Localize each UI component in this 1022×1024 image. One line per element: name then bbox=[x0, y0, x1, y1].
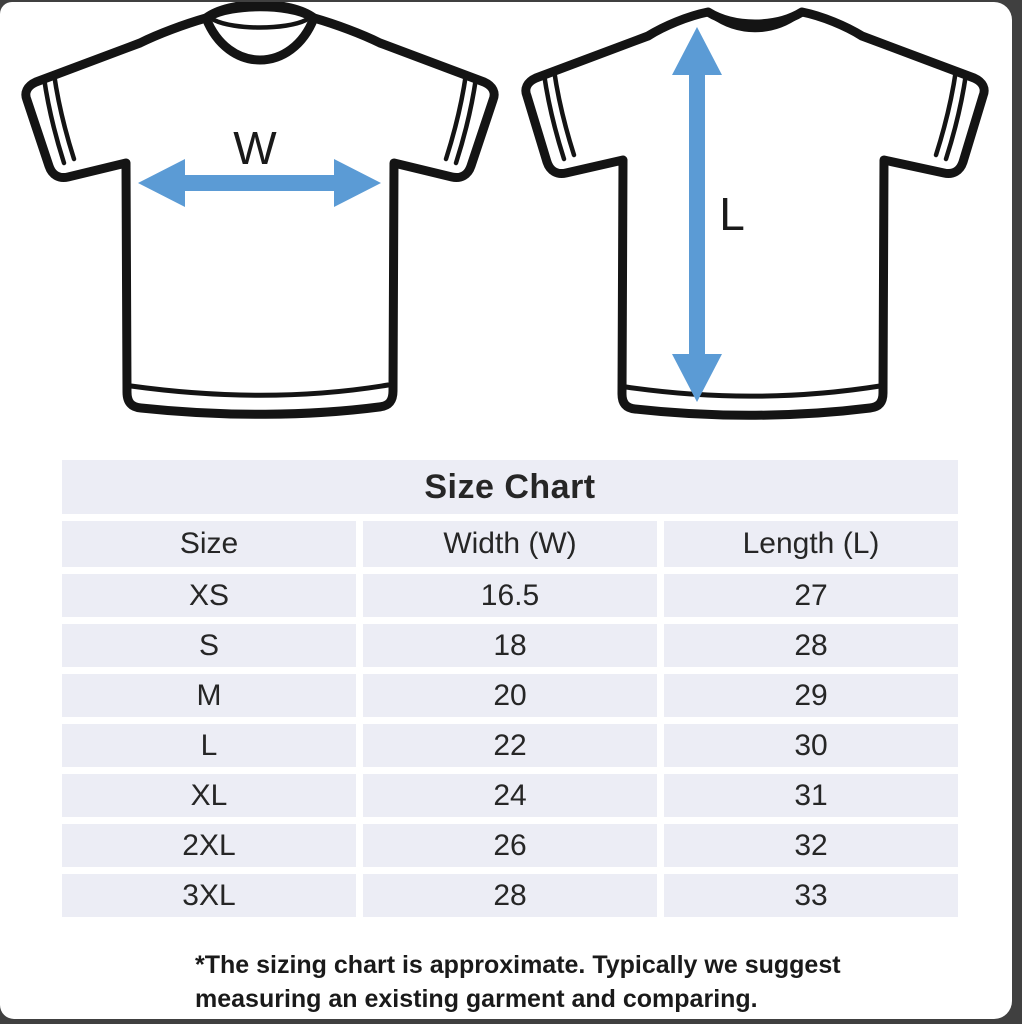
width-value: 16.5 bbox=[363, 574, 657, 617]
right-cuff-line bbox=[943, 71, 969, 162]
left-cuff-line bbox=[41, 75, 67, 166]
length-value: 32 bbox=[664, 824, 958, 867]
width-value: 28 bbox=[363, 874, 657, 917]
footnote-line-1: *The sizing chart is approximate. Typica… bbox=[195, 951, 841, 979]
length-value: 31 bbox=[664, 774, 958, 817]
sizing-footnote: *The sizing chart is approximate. Typica… bbox=[195, 948, 841, 1016]
left-cuff-line bbox=[541, 71, 567, 162]
size-value: M bbox=[62, 674, 356, 717]
size-value: S bbox=[62, 624, 356, 667]
left-cuff-line bbox=[51, 71, 77, 162]
size-value: L bbox=[62, 724, 356, 767]
back-collar-line bbox=[709, 12, 801, 33]
collar-rib-line bbox=[211, 17, 309, 30]
collar-rib-line bbox=[208, 6, 312, 21]
size-value: XS bbox=[62, 574, 356, 617]
size-chart-table: Size Chart Size Width (W) Length (L) XS … bbox=[62, 460, 958, 917]
table-title: Size Chart bbox=[62, 460, 958, 514]
hem-line bbox=[128, 382, 391, 398]
width-label: W bbox=[233, 122, 277, 174]
width-value: 20 bbox=[363, 674, 657, 717]
size-value: 2XL bbox=[62, 824, 356, 867]
hem-line bbox=[623, 383, 883, 399]
tshirt-back-outline bbox=[521, 7, 989, 420]
column-header-size: Size bbox=[62, 521, 356, 567]
column-header-width: Width (W) bbox=[363, 521, 657, 567]
length-value: 27 bbox=[664, 574, 958, 617]
width-arrow bbox=[138, 159, 381, 207]
right-cuff-line bbox=[443, 71, 469, 162]
size-value: XL bbox=[62, 774, 356, 817]
tshirt-back-diagram: L bbox=[521, 7, 989, 420]
tshirt-front-outline bbox=[21, 2, 499, 419]
size-value: 3XL bbox=[62, 874, 356, 917]
length-value: 33 bbox=[664, 874, 958, 917]
width-value: 24 bbox=[363, 774, 657, 817]
length-value: 29 bbox=[664, 674, 958, 717]
width-value: 26 bbox=[363, 824, 657, 867]
footnote-line-2: measuring an existing garment and compar… bbox=[195, 985, 758, 1013]
length-value: 30 bbox=[664, 724, 958, 767]
width-value: 18 bbox=[363, 624, 657, 667]
right-cuff-line bbox=[933, 67, 959, 158]
tshirt-front-diagram: W bbox=[21, 2, 499, 419]
width-value: 22 bbox=[363, 724, 657, 767]
right-cuff-line bbox=[453, 75, 479, 166]
length-label: L bbox=[719, 188, 745, 240]
column-header-length: Length (L) bbox=[664, 521, 958, 567]
tshirt-front-neckline bbox=[201, 13, 319, 65]
left-cuff-line bbox=[551, 67, 577, 158]
length-value: 28 bbox=[664, 624, 958, 667]
length-arrow bbox=[672, 27, 722, 402]
